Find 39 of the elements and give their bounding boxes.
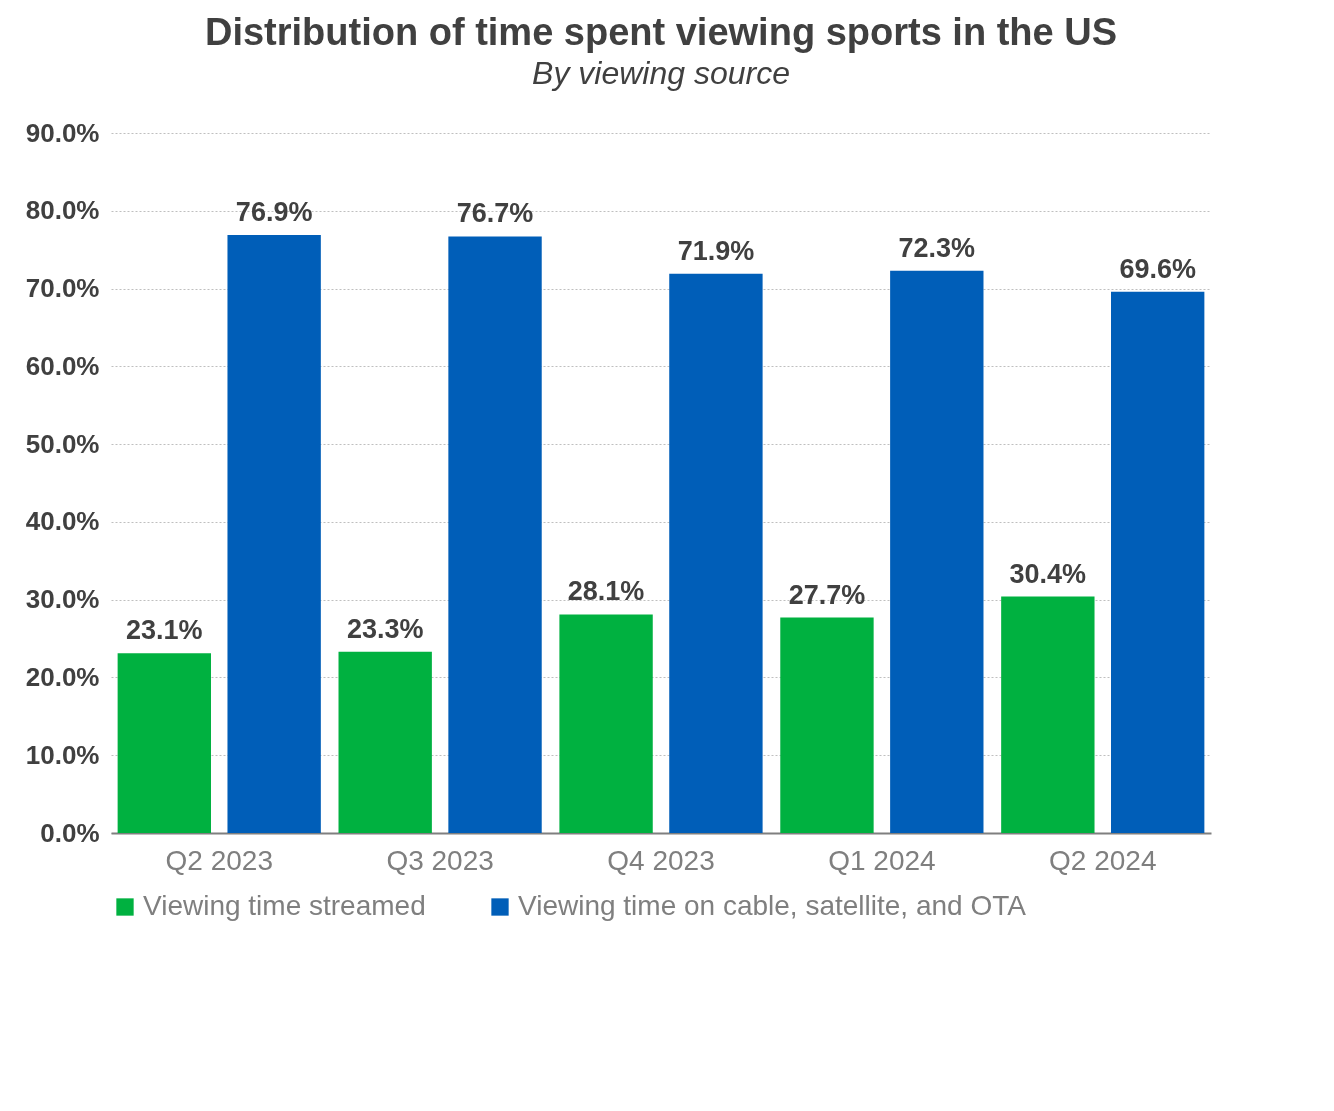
x-tick-label: Q4 2023 [607,844,715,876]
data-label: 23.1% [126,615,203,646]
data-label: 71.9% [677,235,755,266]
bar [890,270,984,833]
bar [1111,291,1205,833]
bar [117,653,211,833]
data-label: 28.1% [567,576,645,607]
legend-label: Viewing time streamed [143,890,426,921]
bar [559,614,653,833]
data-label: 30.4% [1009,558,1087,589]
x-tick-label: Q2 2023 [165,844,273,876]
bar [448,236,542,833]
y-tick-label: 60.0% [25,350,100,381]
x-tick-label: Q2 2024 [1049,844,1157,876]
bar [227,234,321,833]
y-tick-label: 70.0% [25,273,100,304]
data-label: 27.7% [788,579,866,610]
y-tick-label: 0.0% [40,817,100,848]
y-tick-label: 80.0% [25,195,100,226]
x-tick-label: Q3 2023 [386,844,494,876]
chart-subtitle: By viewing source [532,55,790,91]
legend-label: Viewing time on cable, satellite, and OTA [518,890,1027,921]
bar [338,651,432,833]
y-tick-label: 50.0% [25,428,100,459]
y-tick-label: 90.0% [25,117,100,148]
y-tick-label: 10.0% [25,739,100,770]
data-label: 76.7% [456,198,534,229]
y-tick-label: 40.0% [25,506,100,537]
data-label: 23.3% [346,613,424,644]
y-tick-label: 20.0% [25,661,100,692]
data-label: 76.9% [235,196,313,227]
bar [780,617,874,833]
bar [669,273,763,833]
x-tick-label: Q1 2024 [828,844,936,876]
data-label: 72.3% [898,232,976,263]
chart-title: Distribution of time spent viewing sports in the US [204,11,1118,53]
data-label: 69.6% [1119,253,1196,284]
y-tick-label: 30.0% [25,584,100,615]
bar [1001,596,1095,833]
